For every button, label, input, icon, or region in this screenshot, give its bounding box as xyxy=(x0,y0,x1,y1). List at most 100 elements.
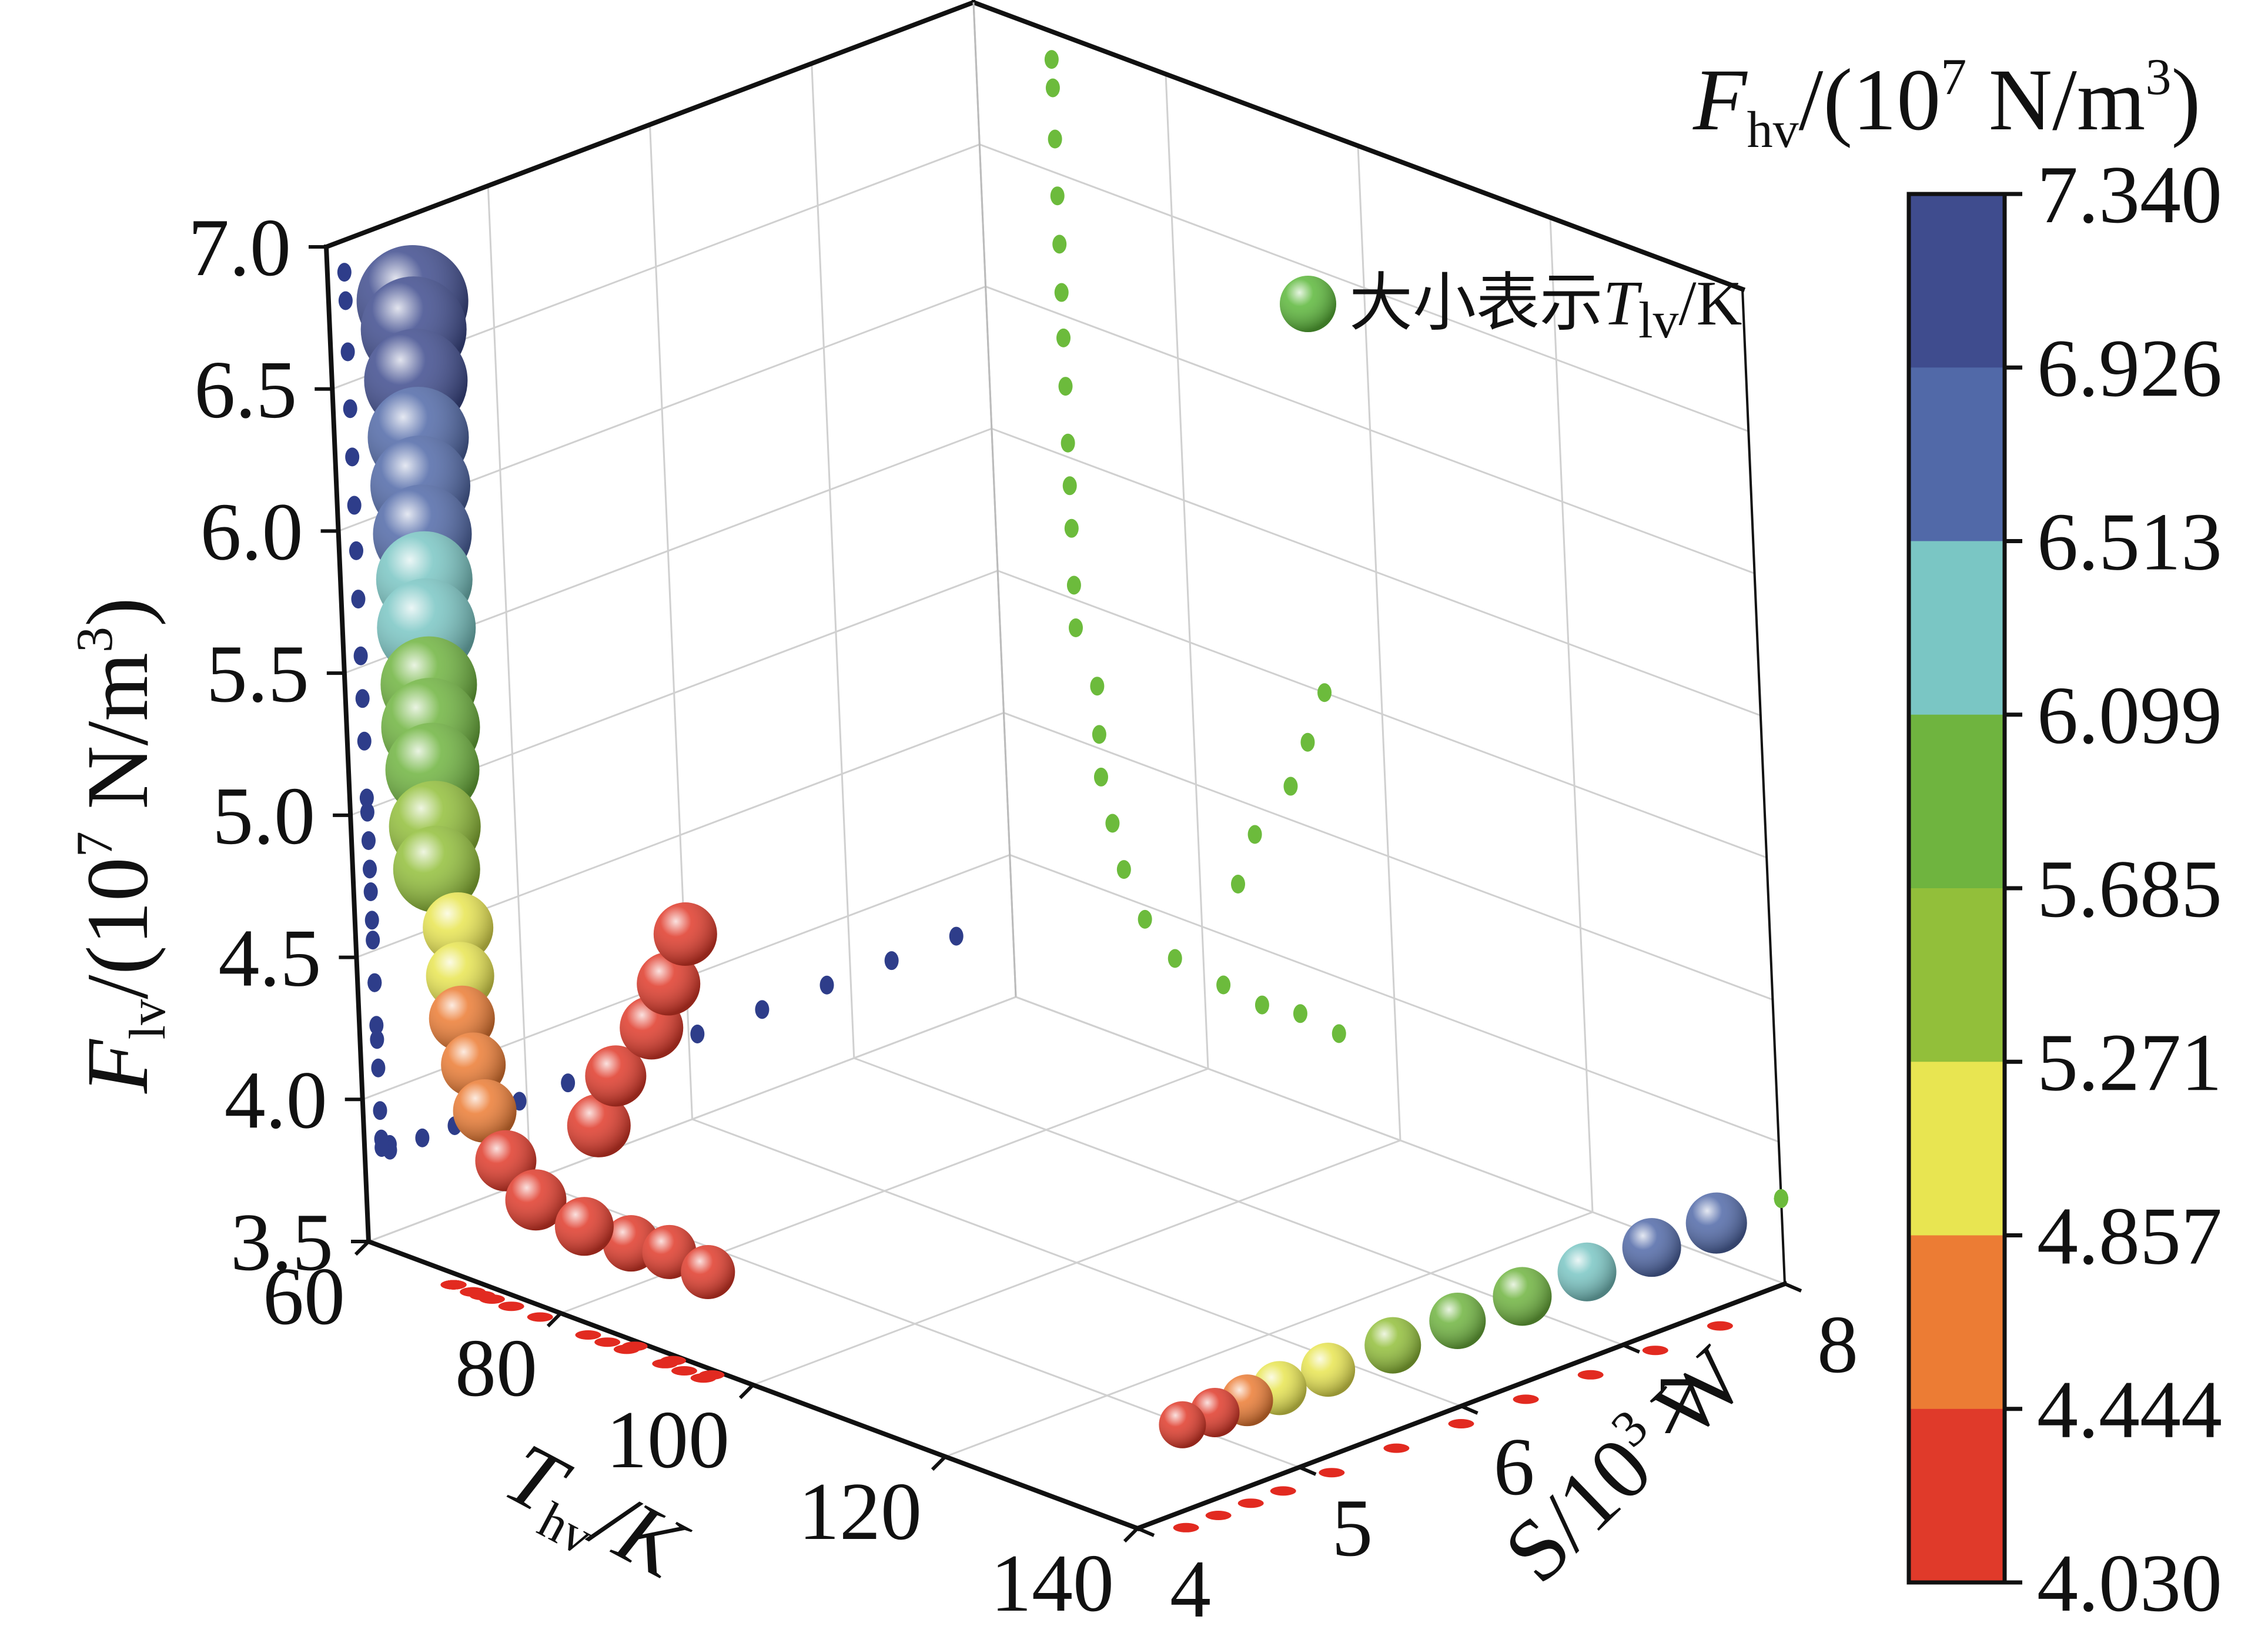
data-point-shading xyxy=(1429,1292,1486,1349)
projection-floor xyxy=(690,1373,717,1383)
colorbar-band xyxy=(1909,1235,2005,1410)
colorbar-tick-label: 5.271 xyxy=(2037,1017,2222,1108)
grid-lines xyxy=(325,1,1786,1530)
projection-back xyxy=(1138,909,1152,929)
projection-back xyxy=(1044,50,1059,69)
projection-back xyxy=(1105,814,1120,833)
projection-back xyxy=(1168,949,1182,968)
projection-back xyxy=(1093,767,1108,787)
projection-floor xyxy=(1319,1468,1345,1478)
z-tick-label: 6.0 xyxy=(200,486,303,577)
projection-back xyxy=(1216,975,1231,995)
x-tick-mark xyxy=(738,1383,755,1400)
x-tick-mark xyxy=(1123,1527,1139,1543)
data-point-shading xyxy=(1557,1242,1617,1301)
projection-floor xyxy=(1448,1419,1474,1428)
projection-left xyxy=(367,973,382,992)
projection-floor xyxy=(498,1301,524,1311)
projection-left xyxy=(340,342,355,362)
data-point-shading xyxy=(653,902,717,966)
projection-back xyxy=(1069,618,1083,637)
grid-line xyxy=(1357,145,1401,1141)
projection-left xyxy=(561,1073,576,1093)
projection-back xyxy=(1317,683,1332,702)
colorbar-band xyxy=(1909,888,2005,1063)
x-tick-label: 60 xyxy=(263,1251,345,1342)
projection-left xyxy=(353,646,368,665)
projection-left xyxy=(361,831,376,850)
z-tick-label: 4.0 xyxy=(225,1055,327,1146)
colorbar-tick-label: 6.926 xyxy=(2037,323,2222,414)
frame-edge xyxy=(972,2,1017,998)
data-point-shading xyxy=(1301,1343,1356,1397)
projection-floor xyxy=(1205,1511,1232,1520)
data-point-shading xyxy=(453,1079,517,1143)
colorbar-band xyxy=(1909,541,2005,715)
projection-floor xyxy=(1513,1394,1539,1404)
projection-floor xyxy=(440,1280,467,1290)
projection-back xyxy=(1045,78,1060,98)
projection-left xyxy=(349,541,363,560)
projection-left xyxy=(364,911,379,930)
data-point-shading xyxy=(637,952,701,1016)
projection-left xyxy=(363,859,377,879)
y-tick-mark xyxy=(1136,1527,1155,1537)
projection-back xyxy=(1293,1004,1307,1023)
projection-floor xyxy=(1577,1370,1604,1380)
projection-back xyxy=(1052,235,1067,254)
data-point-shading xyxy=(681,1244,735,1299)
projection-floor xyxy=(1707,1321,1733,1331)
y-tick-labels: 4 5 6 7 8 xyxy=(1136,1282,1858,1633)
projection-back xyxy=(1255,995,1269,1015)
y-tick-mark xyxy=(1460,1404,1478,1415)
z-tick-label: 5.0 xyxy=(212,771,315,862)
data-point-shading xyxy=(423,892,494,963)
projection-back xyxy=(1092,725,1106,744)
projection-back xyxy=(1058,377,1073,396)
data-point-shading xyxy=(554,1197,614,1256)
frame-edge xyxy=(323,0,977,250)
data-point-shading xyxy=(1493,1267,1552,1326)
colorbar-band xyxy=(1909,1408,2005,1583)
projection-left xyxy=(345,447,360,467)
projection-back xyxy=(1283,777,1298,796)
data-points xyxy=(356,245,1747,1448)
colorbar-tick-label: 5.685 xyxy=(2037,844,2222,935)
frame-edge xyxy=(970,0,1746,293)
projection-points xyxy=(337,50,1788,1532)
z-axis-title: Flv/(107 N/m3) xyxy=(66,597,176,1094)
grid-line xyxy=(1549,217,1594,1213)
grid-line xyxy=(811,63,855,1059)
colorbar-tick-label: 6.099 xyxy=(2037,670,2222,761)
z-tick-labels: 3.5 4.0 4.5 5.0 5.5 6.0 6.5 7.0 xyxy=(188,202,369,1288)
projection-back xyxy=(1090,677,1105,696)
projection-left xyxy=(363,882,378,902)
projection-back xyxy=(1064,518,1079,538)
projection-floor xyxy=(1642,1346,1668,1356)
y-tick-mark xyxy=(1299,1465,1317,1476)
grid-line xyxy=(1009,854,1779,1143)
y-tick-mark xyxy=(1622,1343,1640,1354)
projection-floor xyxy=(671,1366,697,1376)
projection-left xyxy=(347,496,362,515)
projection-left xyxy=(357,731,372,751)
data-point-shading xyxy=(585,1045,647,1107)
projection-floor xyxy=(1237,1498,1264,1508)
colorbar-tick-label: 4.444 xyxy=(2037,1364,2222,1455)
projection-left xyxy=(343,399,357,419)
projection-left xyxy=(369,1016,384,1035)
data-point-shading xyxy=(567,1093,631,1157)
colorbar-band xyxy=(1909,367,2005,542)
projection-back xyxy=(1061,433,1075,453)
projection-left xyxy=(370,1030,384,1049)
x-tick-label: 80 xyxy=(455,1323,537,1414)
projection-left xyxy=(884,951,899,971)
colorbar-band xyxy=(1909,1062,2005,1236)
projection-floor xyxy=(1383,1443,1410,1453)
data-point-shading xyxy=(393,825,480,913)
data-point-shading xyxy=(1364,1317,1421,1374)
grid-line xyxy=(997,570,1767,859)
projection-left xyxy=(337,263,352,282)
